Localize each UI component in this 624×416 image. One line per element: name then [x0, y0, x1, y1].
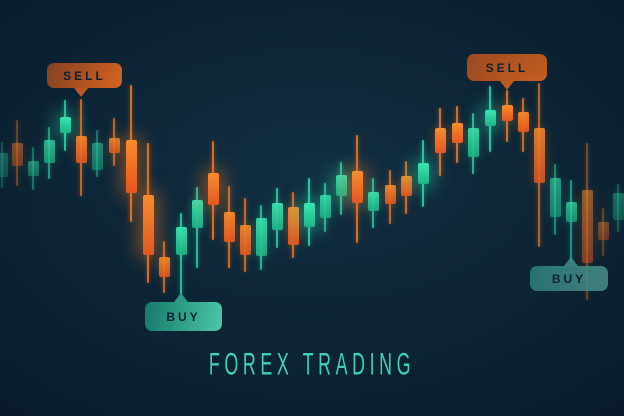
sell-badge-2-label: SELL	[485, 60, 529, 75]
candle-body	[400, 176, 412, 196]
candle-body	[335, 175, 347, 196]
candle-body	[451, 123, 463, 143]
candle-body	[191, 200, 203, 228]
candle-body	[581, 190, 593, 263]
candle-body	[303, 203, 315, 227]
candle-body	[255, 218, 267, 256]
candle-body	[367, 192, 379, 211]
candle-body	[59, 117, 71, 133]
sell-badge-1-label: SELL	[63, 68, 106, 83]
candle-body	[565, 202, 577, 222]
candle-body	[417, 163, 429, 184]
candle-body	[11, 143, 23, 166]
candle-body	[517, 112, 529, 132]
buy-badge-1-label: BUY	[166, 309, 201, 324]
sell-badge-2[interactable]: SELL	[467, 54, 547, 90]
candle-body	[158, 257, 170, 277]
candle-body	[351, 171, 363, 203]
candle-body	[271, 203, 283, 230]
candle-body	[533, 128, 545, 183]
candle-body	[175, 227, 187, 255]
candle-body	[27, 161, 39, 176]
candle-body	[142, 195, 154, 255]
buy-badge-2[interactable]: BUY	[530, 257, 608, 291]
candle-body	[384, 185, 396, 204]
candle-body	[125, 140, 137, 193]
candle-body	[108, 138, 120, 153]
candle-body	[467, 128, 479, 157]
buy-badge-1[interactable]: BUY	[145, 293, 222, 331]
candle-body	[612, 193, 624, 220]
candle-body	[597, 222, 609, 240]
candle-body	[75, 136, 87, 163]
candle-body	[484, 110, 496, 126]
candle-body	[501, 105, 513, 121]
candle-body	[207, 173, 219, 205]
candle-body	[434, 128, 446, 153]
candle-body	[549, 178, 561, 217]
page-title: FOREX TRADING	[208, 346, 416, 382]
candle-body	[0, 153, 8, 177]
sell-badge-1[interactable]: SELL	[47, 63, 122, 97]
candle-body	[239, 225, 251, 255]
candle-body	[91, 143, 103, 170]
candle-body	[43, 140, 55, 163]
buy-badge-2-label: BUY	[551, 271, 587, 286]
candle-body	[319, 195, 331, 218]
candle-body	[287, 207, 299, 245]
candle-body	[223, 212, 235, 242]
